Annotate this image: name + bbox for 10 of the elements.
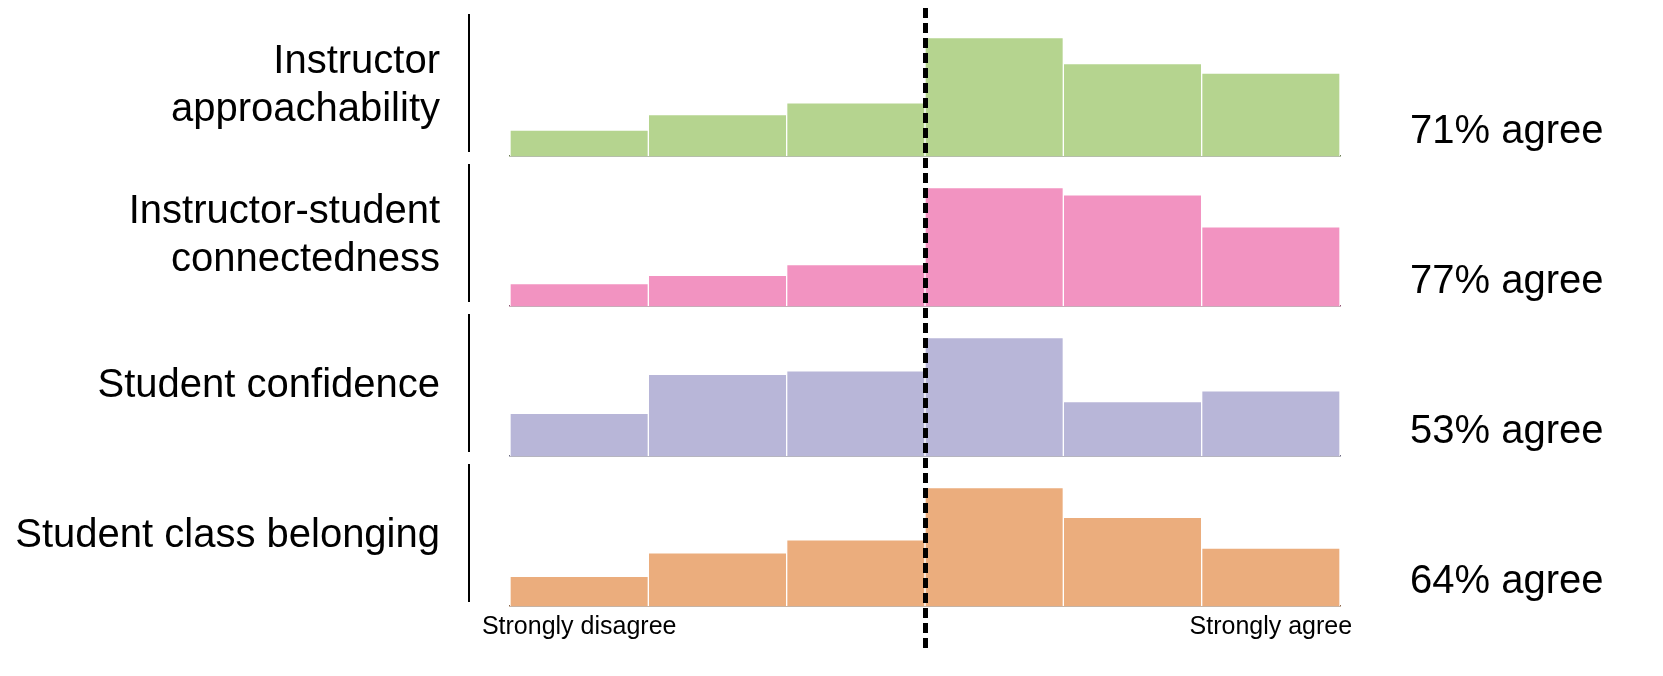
text: 64% agree <box>1410 557 1604 602</box>
y-axis-title: Student confidence <box>97 360 440 407</box>
y-axis-title: Instructor approachability <box>169 36 440 131</box>
x-tick-label: Strongly agree <box>1189 610 1353 639</box>
text: 77% agree <box>1410 257 1604 302</box>
text: 71% agree <box>1410 107 1604 152</box>
y-axis-title: Instructor-student connectedness <box>127 186 440 281</box>
y-axis-title: Student class belonging <box>15 510 440 557</box>
x-tick-label: Strongly disagree <box>481 610 677 639</box>
text: 53% agree <box>1410 407 1604 452</box>
